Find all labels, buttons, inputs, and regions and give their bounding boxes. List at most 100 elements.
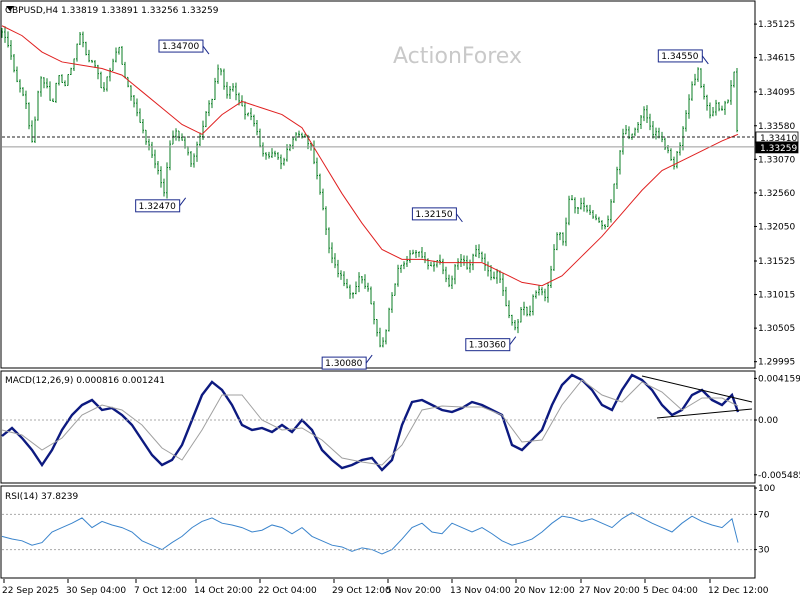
price-bar xyxy=(85,41,87,56)
price-bar xyxy=(277,152,279,160)
price-bar xyxy=(250,108,252,121)
price-bar xyxy=(718,101,720,112)
price-bar xyxy=(346,278,348,289)
price-bar xyxy=(64,80,66,87)
price-bar xyxy=(580,197,582,210)
price-bar xyxy=(301,132,303,139)
price-bar xyxy=(460,254,462,268)
macd-triangle-upper-line xyxy=(641,375,753,403)
dropdown-arrow-icon[interactable] xyxy=(6,6,14,11)
price-bar xyxy=(607,215,609,227)
price-bar xyxy=(715,99,717,116)
price-bar xyxy=(265,152,267,160)
price-callout: 1.32470 xyxy=(135,197,187,213)
price-bar xyxy=(667,145,669,154)
price-bar xyxy=(604,224,606,230)
price-bar xyxy=(283,157,285,166)
price-bar xyxy=(622,128,624,155)
price-bar xyxy=(523,301,525,316)
price-bar xyxy=(403,261,405,270)
price-callout: 1.34700 xyxy=(158,39,210,55)
price-bar xyxy=(532,294,534,316)
watermark: ActionForex xyxy=(393,44,522,69)
price-callout-text: 1.34550 xyxy=(661,52,698,62)
price-bar xyxy=(496,268,498,284)
price-bar xyxy=(352,292,354,299)
y-tick-label: 1.34615 xyxy=(758,54,795,64)
price-series-layer: 1.34700 1.32470 1.32150 1.30080 1.30360 1.345… xyxy=(1,25,754,370)
price-bar xyxy=(448,274,450,288)
y-tick-label: 1.35125 xyxy=(758,20,795,30)
price-bar xyxy=(163,178,165,197)
price-level-label: 1.33259 xyxy=(760,144,797,154)
price-bar xyxy=(676,151,678,169)
price-bar xyxy=(442,258,444,275)
price-bar xyxy=(721,105,723,111)
price-bar xyxy=(625,125,627,135)
price-callout-text: 1.30080 xyxy=(325,359,362,369)
price-bar xyxy=(700,68,702,89)
price-bar xyxy=(370,286,372,305)
price-bar xyxy=(397,264,399,287)
price-bar xyxy=(652,120,654,139)
price-bar xyxy=(391,292,393,313)
moving-average-line xyxy=(1,25,739,287)
x-tick-label: 29 Oct 12:00 xyxy=(332,586,391,596)
price-bar xyxy=(244,101,246,120)
price-callout: 1.34550 xyxy=(657,49,709,65)
price-bar xyxy=(235,82,237,101)
price-bar xyxy=(385,329,387,345)
price-callout-text: 1.34700 xyxy=(162,42,199,52)
price-bar xyxy=(574,197,576,214)
price-bar xyxy=(433,260,435,272)
price-bar xyxy=(595,214,597,221)
price-bar xyxy=(394,283,396,296)
macd-triangle-lower-line xyxy=(656,408,753,419)
price-bar xyxy=(55,82,57,103)
y-tick-label: 0.00 xyxy=(758,416,778,426)
price-bar xyxy=(58,75,60,86)
price-bar xyxy=(571,195,573,201)
price-bar xyxy=(73,58,75,71)
price-bar xyxy=(331,242,333,264)
price-bar xyxy=(133,95,135,108)
price-bar xyxy=(613,183,615,203)
price-bar xyxy=(445,266,447,283)
macd-signal-line xyxy=(1,379,739,466)
price-bar xyxy=(262,142,264,157)
price-bar xyxy=(619,150,621,175)
price-bar xyxy=(79,31,81,45)
price-bar xyxy=(1,28,3,38)
price-bar xyxy=(478,244,480,259)
price-bar xyxy=(679,142,681,156)
y-tick-label: 1.29995 xyxy=(758,358,795,368)
y-tick-label: 1.34095 xyxy=(758,88,795,98)
price-bar xyxy=(526,306,528,317)
price-bar xyxy=(706,94,708,111)
price-bar xyxy=(232,83,234,92)
price-bar xyxy=(316,157,318,180)
y-tick-label: 100 xyxy=(758,484,775,494)
price-bar xyxy=(175,128,177,141)
price-bar xyxy=(67,74,69,86)
x-tick-label: 20 Nov 12:00 xyxy=(514,586,575,596)
rsi-title: RSI(14) 37.8239 xyxy=(5,492,78,502)
price-bar xyxy=(103,82,105,92)
price-bar xyxy=(16,66,18,83)
price-bar xyxy=(505,286,507,307)
price-bar xyxy=(337,259,339,278)
price-bar xyxy=(46,78,48,89)
price-bar xyxy=(733,71,735,88)
price-bar xyxy=(121,46,123,65)
price-bar xyxy=(88,49,90,63)
price-bar xyxy=(145,129,147,145)
price-bar xyxy=(682,126,684,151)
y-tick-label: 0.004159 xyxy=(758,374,800,384)
price-bar xyxy=(565,217,567,247)
price-bar xyxy=(421,247,423,259)
price-bar xyxy=(535,290,537,299)
price-bar xyxy=(280,154,282,170)
price-bar xyxy=(334,253,336,269)
price-bar xyxy=(388,307,390,332)
price-bar xyxy=(694,73,696,86)
